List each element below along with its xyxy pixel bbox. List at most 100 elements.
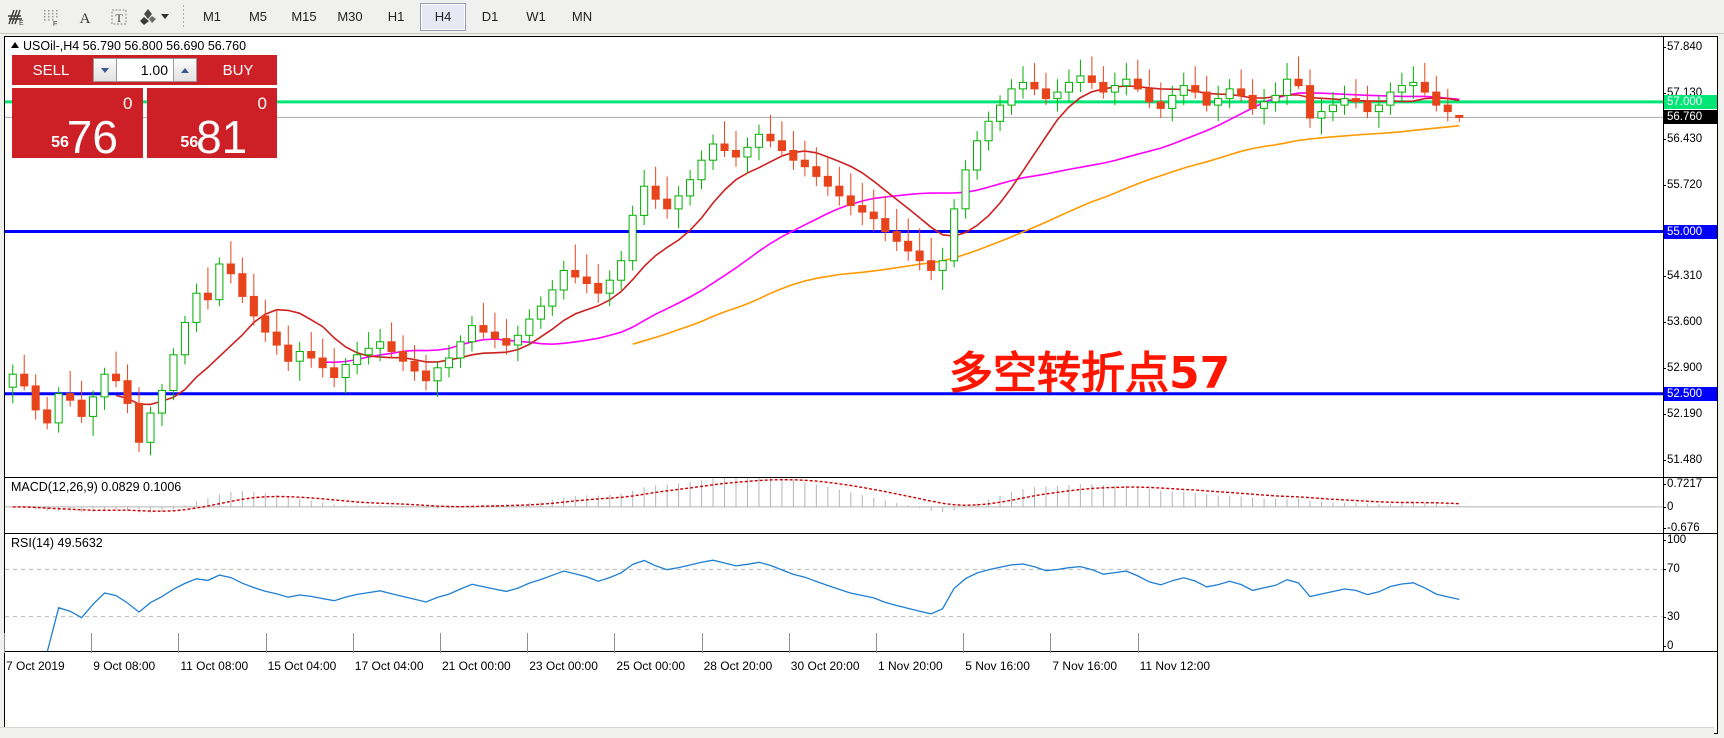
time-separator xyxy=(352,633,354,653)
time-separator xyxy=(788,633,790,653)
timeframe-m15[interactable]: M15 xyxy=(291,9,317,24)
buy-price-box[interactable]: 56 81 0 xyxy=(146,88,277,163)
price-tick: 56.430 xyxy=(1662,132,1703,145)
time-label: 21 Oct 00:00 xyxy=(442,659,511,673)
timeframe-d1[interactable]: D1 xyxy=(481,9,499,24)
time-axis[interactable]: 7 Oct 2019 9 Oct 08:00 11 Oct 08:00 15 Oct … xyxy=(4,633,1718,734)
time-label: 30 Oct 20:00 xyxy=(790,659,860,673)
macd-label: MACD(12,26,9) 0.0829 0.1006 xyxy=(11,480,182,494)
time-separator xyxy=(876,633,877,653)
timeframe-h4[interactable]: H4 xyxy=(420,2,466,31)
one-click-trading-panel[interactable]: SELL 1.00 BUY 56 76 0 56 81 0 xyxy=(12,55,277,161)
time-label: 1 Nov 20:00 xyxy=(878,659,943,673)
timeframe-h1[interactable]: H1 xyxy=(387,9,405,24)
sell-price-fraction: 0 xyxy=(123,94,133,113)
rsi-tick: 30 xyxy=(1663,610,1680,623)
svg-text:T: T xyxy=(115,11,123,25)
volume-increase-button[interactable] xyxy=(173,58,197,82)
chevron-down-icon xyxy=(101,67,109,73)
price-tick: 55.720 xyxy=(1662,178,1703,191)
buy-price-pips: 81 xyxy=(196,111,248,163)
time-separator xyxy=(4,633,5,653)
timeframe-m30[interactable]: M30 xyxy=(337,9,363,24)
rsi-tick: 0 xyxy=(1662,640,1674,652)
octp-prices: 56 76 0 56 81 0 xyxy=(12,88,277,163)
time-separator xyxy=(91,633,93,653)
collapse-triangle-icon[interactable] xyxy=(11,42,19,48)
time-separator xyxy=(265,633,267,653)
time-separator xyxy=(701,633,703,653)
timeframe-m5[interactable]: M5 xyxy=(248,9,268,24)
macd-plot[interactable] xyxy=(5,478,1663,533)
svg-text:A: A xyxy=(80,11,91,27)
price-tick: 54.310 xyxy=(1662,270,1703,283)
price-scale[interactable]: 57.840 57.130 56.430 55.720 54.310 53.600 52.9… xyxy=(1662,37,1717,477)
time-label: 7 Oct 2019 xyxy=(6,659,65,673)
price-tick: 51.480 xyxy=(1662,453,1703,466)
price-tag-blue-55: 55.000 xyxy=(1664,224,1717,239)
time-label: 17 Oct 04:00 xyxy=(354,659,424,673)
sell-price-whole: 56 xyxy=(51,134,69,151)
price-tag-blue-52: 52.500 xyxy=(1664,386,1717,401)
volume-input[interactable]: 1.00 xyxy=(117,58,173,82)
timeframe-w1[interactable]: W1 xyxy=(526,9,546,24)
price-plot[interactable] xyxy=(5,37,1663,477)
price-tick: 52.190 xyxy=(1662,407,1703,420)
time-separator xyxy=(527,633,529,653)
time-separator xyxy=(614,633,616,653)
rsi-scale: 100 70 30 0 xyxy=(1662,534,1717,652)
sell-price-pips: 76 xyxy=(66,111,118,163)
horizontal-scrollbar[interactable] xyxy=(0,727,1714,738)
svg-text:F: F xyxy=(53,21,57,27)
time-label: 11 Oct 08:00 xyxy=(180,659,249,673)
macd-tick: 0 xyxy=(1662,500,1674,513)
rsi-tick: 70 xyxy=(1663,563,1680,576)
symbol-ohlc-label: USOil-,H4 56.790 56.800 56.690 56.760 xyxy=(11,39,246,53)
macd-pane[interactable]: MACD(12,26,9) 0.0829 0.1006 0.7217 0 -0.67… xyxy=(5,478,1717,534)
time-label: 15 Oct 04:00 xyxy=(267,659,337,673)
macd-scale: 0.7217 0 -0.676 xyxy=(1662,478,1717,534)
rsi-plot[interactable] xyxy=(5,534,1663,651)
candlestick-svg xyxy=(5,56,1663,456)
text-label-icon[interactable]: T xyxy=(102,3,136,31)
macd-svg xyxy=(5,478,1663,513)
crosshair-grid-icon[interactable]: F xyxy=(34,3,68,31)
macd-tick: 0.7217 xyxy=(1662,478,1703,490)
time-label: 23 Oct 00:00 xyxy=(529,659,598,673)
rsi-pane[interactable]: RSI(14) 49.5632 100 70 30 0 xyxy=(5,534,1717,652)
buy-price-whole: 56 xyxy=(180,134,199,151)
sell-button[interactable]: SELL xyxy=(12,55,91,85)
price-pane[interactable]: USOil-,H4 56.790 56.800 56.690 56.760 多空… xyxy=(5,37,1717,478)
time-label: 7 Nov 16:00 xyxy=(1052,659,1118,673)
objects-dropdown-caret[interactable] xyxy=(161,14,169,19)
text-tool-icon[interactable]: A xyxy=(68,3,102,31)
macd-tick: -0.676 xyxy=(1663,522,1700,534)
toolbar-separator xyxy=(183,4,184,29)
time-separator xyxy=(963,633,965,653)
time-label: 11 Nov 12:00 xyxy=(1139,659,1211,673)
price-tick: 53.600 xyxy=(1662,316,1703,329)
time-label: 9 Oct 08:00 xyxy=(93,659,156,673)
chart-annotation: 多空转折点57 xyxy=(949,348,1231,399)
volume-decrease-button[interactable] xyxy=(93,58,117,82)
rsi-svg xyxy=(5,559,1663,651)
sell-price-box[interactable]: 56 76 0 xyxy=(12,88,143,163)
rsi-label: RSI(14) 49.5632 xyxy=(11,536,103,550)
price-tag-bid: 56.760 xyxy=(1664,110,1717,125)
rsi-tick: 100 xyxy=(1662,534,1687,546)
toolbar: E F A xyxy=(0,0,1724,34)
indicators-icon[interactable]: E xyxy=(0,3,34,31)
timeframe-mn[interactable]: MN xyxy=(571,9,593,24)
timeframe-m1[interactable]: M1 xyxy=(202,9,222,24)
chart-frame[interactable]: USOil-,H4 56.790 56.800 56.690 56.760 多空… xyxy=(4,36,1718,734)
time-separator xyxy=(440,633,441,653)
objects-icon[interactable] xyxy=(136,3,160,31)
time-label: 28 Oct 20:00 xyxy=(703,659,773,673)
buy-button[interactable]: BUY xyxy=(199,55,277,85)
buy-price-fraction: 0 xyxy=(257,94,267,113)
time-label: 25 Oct 00:00 xyxy=(616,659,686,673)
price-tag-green: 57.000 xyxy=(1664,94,1717,109)
svg-text:E: E xyxy=(19,20,24,27)
volume-control: 1.00 xyxy=(91,55,199,85)
